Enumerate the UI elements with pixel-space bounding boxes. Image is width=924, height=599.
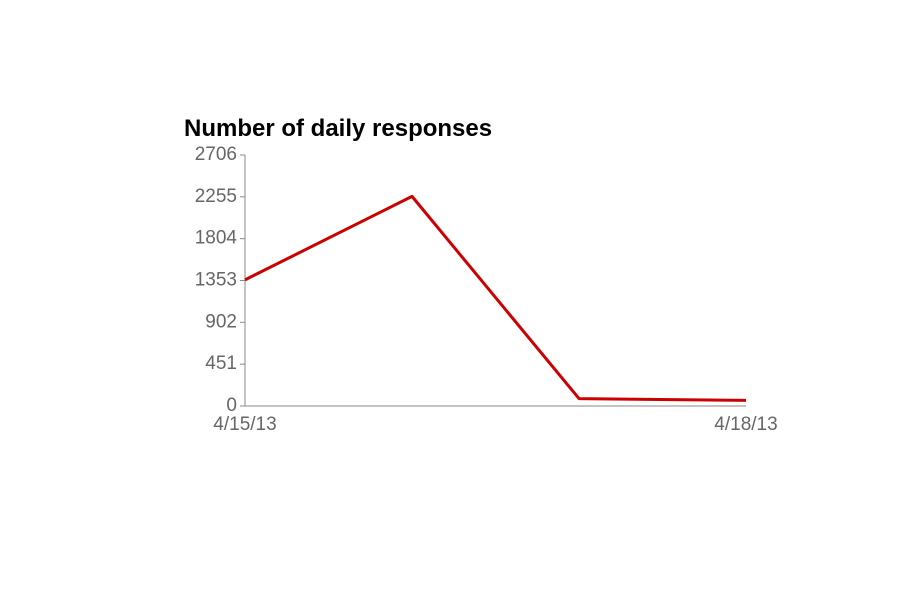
y-tick-label: 451 bbox=[205, 353, 237, 374]
y-tick-label: 1353 bbox=[195, 270, 237, 291]
y-tick-label: 2706 bbox=[195, 144, 237, 165]
x-tick-label: 4/15/13 bbox=[213, 414, 276, 435]
chart-title: Number of daily responses bbox=[184, 115, 492, 142]
y-tick-label: 902 bbox=[205, 311, 237, 332]
y-tick-label: 0 bbox=[226, 395, 237, 416]
x-tick-label: 4/18/13 bbox=[714, 414, 777, 435]
line-series bbox=[244, 194, 747, 402]
y-tick-label: 2255 bbox=[195, 186, 237, 207]
y-tick-label: 1804 bbox=[195, 228, 238, 249]
